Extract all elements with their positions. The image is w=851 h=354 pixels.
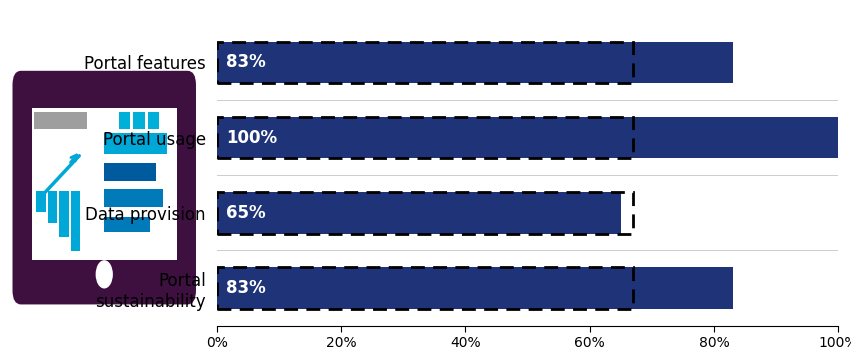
- Bar: [32, 108, 177, 260]
- Bar: [134, 112, 145, 129]
- Bar: [104, 133, 167, 154]
- Text: 83%: 83%: [226, 53, 266, 72]
- Bar: [217, 192, 633, 234]
- Bar: [217, 267, 633, 309]
- Bar: [104, 217, 150, 232]
- Bar: [119, 112, 130, 129]
- Bar: [34, 112, 87, 129]
- Bar: [104, 163, 157, 181]
- Text: Portal: Portal: [53, 25, 156, 54]
- FancyBboxPatch shape: [13, 71, 196, 304]
- Bar: [148, 112, 159, 129]
- Bar: [217, 192, 620, 234]
- Text: 65%: 65%: [226, 204, 266, 222]
- Bar: [48, 191, 57, 223]
- Text: 100%: 100%: [226, 129, 277, 147]
- Text: 83%: 83%: [226, 279, 266, 297]
- Bar: [217, 117, 838, 158]
- Bar: [217, 267, 733, 309]
- Bar: [60, 191, 69, 237]
- Bar: [71, 191, 80, 251]
- Bar: [217, 42, 633, 83]
- Bar: [104, 189, 163, 207]
- Bar: [217, 117, 633, 158]
- Bar: [37, 191, 46, 212]
- Circle shape: [96, 261, 112, 288]
- Bar: [217, 42, 733, 83]
